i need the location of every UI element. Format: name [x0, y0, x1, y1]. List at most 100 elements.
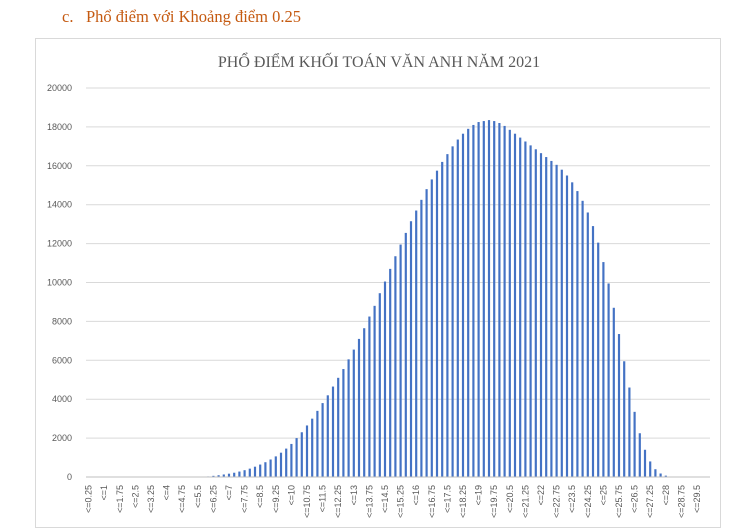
y-tick-label: 16000: [47, 161, 72, 171]
x-tick-label: <=4: [162, 485, 172, 501]
bar: [269, 459, 272, 477]
x-tick-label: <=22: [536, 485, 546, 506]
x-tick-label: <=19.75: [489, 485, 499, 518]
bar: [305, 425, 309, 477]
bar: [430, 179, 433, 478]
x-tick-label: <=16.75: [427, 485, 437, 518]
bar: [378, 293, 381, 477]
bar: [409, 221, 413, 477]
bar: [472, 124, 475, 477]
bar: [389, 268, 392, 477]
bar: [399, 244, 402, 477]
bar: [316, 410, 319, 477]
bar: [238, 471, 241, 477]
x-tick-label: <=3.25: [146, 485, 156, 513]
y-tick-label: 2000: [52, 433, 72, 443]
bar: [233, 472, 236, 477]
x-tick-label: <=13.75: [364, 485, 374, 518]
y-tick-label: 18000: [47, 122, 72, 132]
bars: [207, 120, 688, 478]
x-tick-label: <=25: [598, 485, 608, 506]
x-tick-label: <=0.25: [84, 485, 94, 513]
bar: [425, 189, 428, 477]
bar: [326, 395, 329, 477]
bar: [461, 133, 465, 477]
bar: [373, 305, 376, 477]
bar: [368, 316, 371, 477]
gridlines: [86, 87, 710, 439]
x-tick-label: <=10.75: [302, 485, 312, 518]
y-tick-label: 6000: [52, 355, 72, 365]
bar: [347, 359, 350, 477]
x-tick-label: <=23.5: [567, 485, 577, 513]
bar: [597, 242, 600, 477]
bar: [534, 149, 537, 477]
bar: [337, 377, 340, 477]
bar: [456, 139, 459, 477]
bar: [446, 154, 449, 477]
bar: [659, 473, 662, 477]
bar: [321, 403, 324, 477]
y-tick-label: 8000: [52, 316, 72, 326]
bar: [290, 443, 293, 477]
bar: [545, 157, 548, 478]
bar: [259, 464, 262, 477]
x-tick-label: <=6.25: [208, 485, 218, 513]
x-tick-label: <=29.5: [692, 485, 702, 513]
bar: [451, 146, 454, 477]
bar: [441, 161, 444, 477]
bar: [285, 448, 288, 477]
x-tick-label: <=1: [99, 485, 109, 501]
chart-frame: PHỔ ĐIỂM KHỐI TOÁN VĂN ANH NĂM 2021 0 200…: [35, 38, 721, 528]
bar: [560, 169, 563, 477]
x-tick-label: <=11.5: [318, 485, 328, 512]
bar: [633, 411, 636, 477]
bar: [602, 262, 605, 477]
x-tick-label: <=28.75: [676, 485, 686, 518]
y-tick-label: 10000: [47, 278, 72, 288]
x-tick-label: <=22.75: [552, 485, 562, 518]
x-axis-ticks: <=0.25 <=1 <=1.75 <=2.5 <=3.25 <=4 <=4.75 <=5.5…: [84, 485, 702, 518]
bar: [363, 328, 366, 477]
x-tick-label: <=26.5: [630, 485, 640, 513]
y-tick-label: 20000: [47, 83, 72, 93]
bar: [607, 283, 610, 477]
bar: [513, 133, 517, 477]
x-tick-label: <=7: [224, 485, 234, 501]
bar: [571, 182, 574, 477]
bar: [550, 160, 553, 477]
x-tick-label: <=10: [286, 485, 296, 506]
bar: [279, 452, 283, 477]
bar: [217, 475, 220, 477]
y-tick-label: 0: [67, 472, 72, 482]
bar: [435, 170, 439, 477]
bar: [394, 256, 397, 477]
x-tick-label: <=12.25: [333, 485, 343, 518]
bar: [415, 210, 418, 477]
bar: [227, 473, 231, 477]
x-tick-label: <=28: [661, 485, 671, 506]
bar: [467, 128, 470, 477]
x-tick-label: <=8.5: [255, 485, 265, 508]
y-axis-ticks: 0 2000 4000 6000 8000 10000 12000 14000 16000 180…: [47, 83, 72, 482]
bar: [300, 432, 303, 477]
bar: [612, 307, 615, 477]
bar: [311, 418, 314, 477]
bar: [539, 153, 543, 477]
x-tick-label: <=7.75: [240, 485, 250, 513]
bar: [274, 456, 277, 477]
bar: [654, 469, 657, 477]
section-number: c.: [62, 7, 74, 26]
section-title: Phổ điểm với Khoảng điểm 0.25: [86, 7, 301, 26]
y-tick-label: 14000: [47, 200, 72, 210]
bar: [498, 123, 501, 477]
x-tick-label: <=27.25: [645, 485, 655, 518]
bar: [524, 141, 527, 477]
bar: [591, 226, 595, 477]
bar: [623, 361, 626, 477]
bar: [617, 334, 621, 477]
bar: [253, 466, 257, 477]
x-tick-label: <=24.25: [583, 485, 593, 518]
x-tick-label: <=17.5: [442, 485, 452, 513]
x-tick-label: <=2.5: [130, 485, 140, 508]
